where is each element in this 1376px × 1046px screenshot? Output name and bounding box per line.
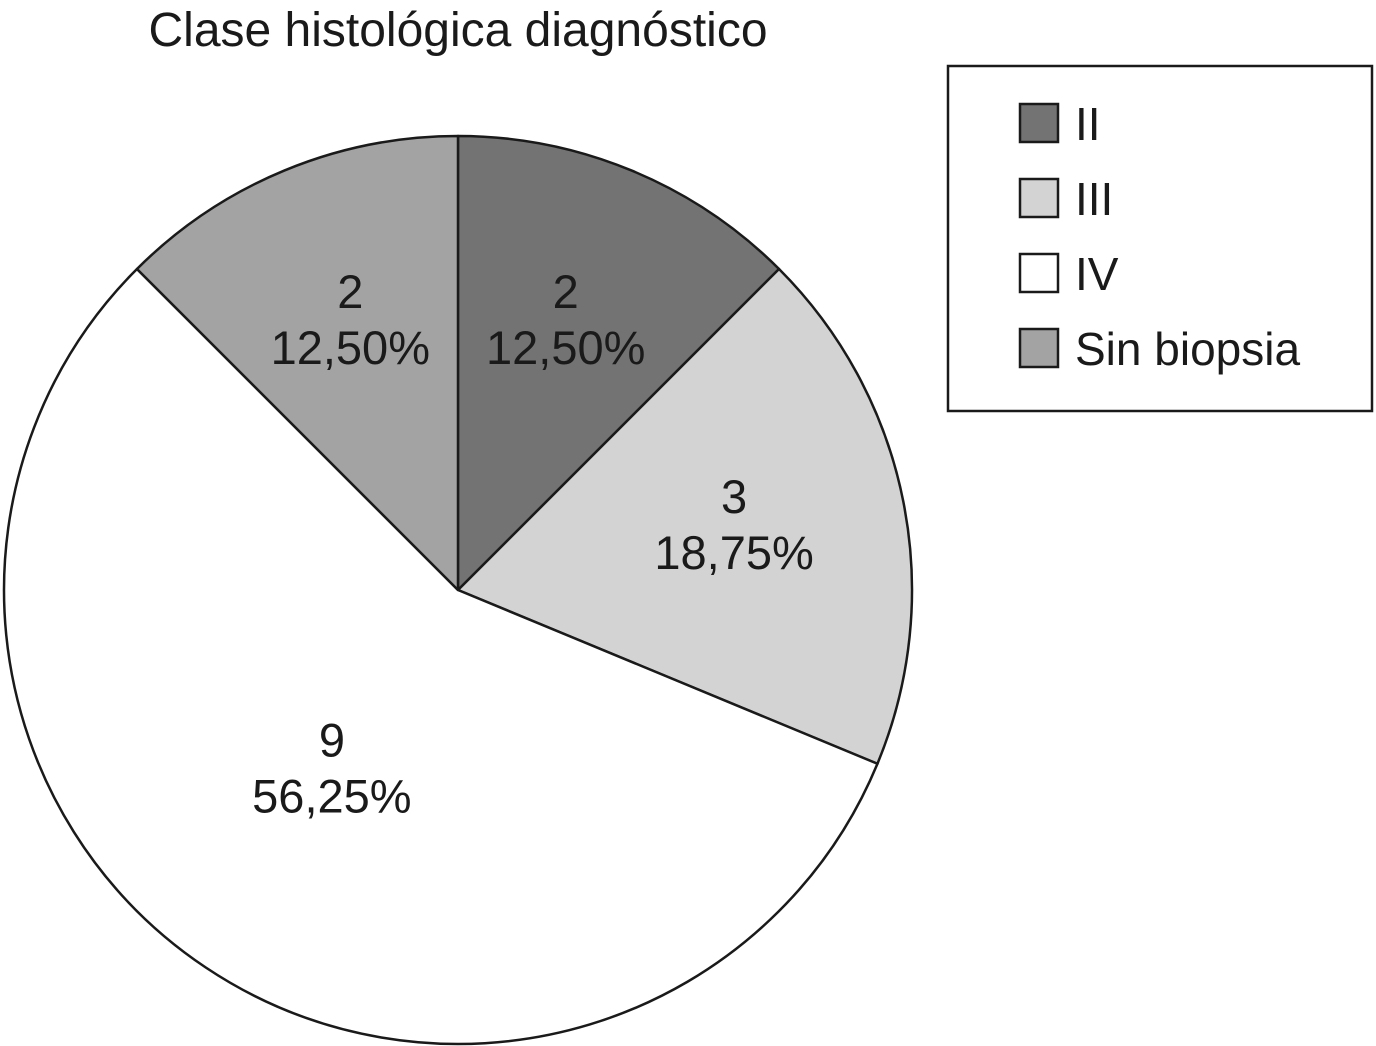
- slice-count-label-iii: 3: [721, 470, 747, 523]
- slice-count-label-sin-biopsia: 2: [337, 265, 363, 318]
- slice-percent-label-iii: 18,75%: [654, 526, 813, 579]
- slice-labels: 212,50%318,75%956,25%212,50%: [252, 265, 814, 823]
- legend-swatch-sin-biopsia: [1018, 327, 1060, 369]
- pie-slices: [2, 134, 914, 1046]
- pie-slice-sin-biopsia: [135, 134, 460, 592]
- slice-percent-label-ii: 12,50%: [486, 321, 645, 374]
- legend-swatch-iv: [1018, 252, 1060, 294]
- legend-swatch-iii: [1018, 177, 1060, 219]
- slice-percent-label-sin-biopsia: 12,50%: [271, 321, 430, 374]
- slice-count-label-ii: 2: [553, 265, 579, 318]
- slice-count-label-iv: 9: [319, 714, 345, 767]
- legend-box: [946, 64, 1374, 413]
- pie-slice-iii: [456, 267, 914, 765]
- legend-label-ii: II: [1075, 98, 1101, 150]
- pie-slice-iv: [2, 267, 879, 1046]
- legend-swatch-ii: [1018, 102, 1060, 144]
- legend-label-iv: IV: [1075, 248, 1119, 300]
- chart-title: Clase histológica diagnóstico: [148, 4, 767, 57]
- legend-label-iii: III: [1075, 173, 1113, 225]
- slice-percent-label-iv: 56,25%: [252, 770, 411, 823]
- pie-slice-ii: [456, 134, 781, 592]
- legend-label-sin-biopsia: Sin biopsia: [1075, 323, 1300, 375]
